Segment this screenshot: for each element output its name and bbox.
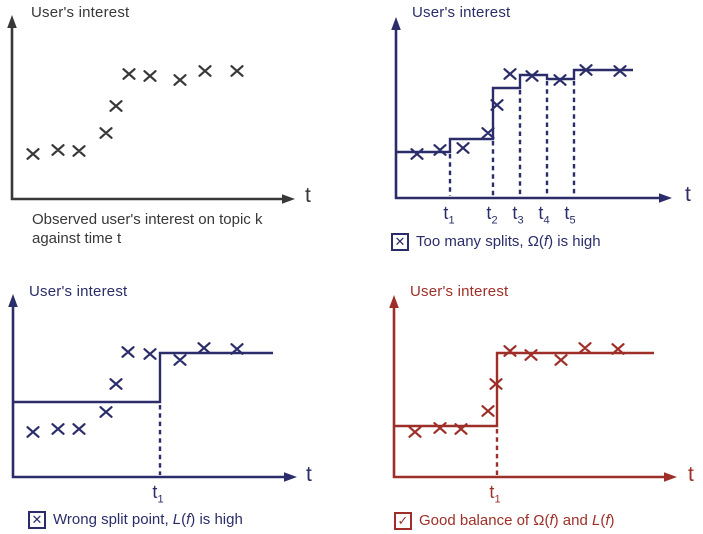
- panel-too-many-splits: User's interest t t1 t2 t3 t4 t5 ✕ Too many s…: [352, 0, 703, 267]
- caption-text: Good balance of Ω(f) and L(f): [419, 512, 615, 529]
- x-axis-label: t: [685, 183, 691, 206]
- x-tick-label: t1: [489, 482, 501, 506]
- x-tick-label: t4: [538, 203, 550, 227]
- x-axis-arrow: [664, 472, 677, 482]
- step-function-line: [396, 68, 633, 154]
- plot-good-balance: [389, 295, 677, 482]
- caption-text: Too many splits, Ω(f) is high: [416, 233, 601, 250]
- caption: ✕ Wrong split point, L(f) is high: [28, 510, 243, 529]
- y-axis-arrow: [7, 15, 17, 28]
- caption-text: Wrong split point, L(f) is high: [53, 511, 243, 528]
- x-tick-label: t1: [443, 203, 455, 227]
- plot-too-many-splits: [391, 17, 672, 203]
- caption: Observed user's interest on topic k again…: [32, 210, 262, 248]
- y-axis-arrow: [391, 17, 401, 30]
- caption: ✓ Good balance of Ω(f) and L(f): [394, 511, 615, 530]
- x-tick-label: t5: [564, 203, 576, 227]
- y-axis-label: User's interest: [412, 4, 511, 21]
- x-box-icon: ✕: [391, 233, 409, 251]
- data-point-x-marks: [408, 342, 625, 438]
- x-tick-label: t3: [512, 203, 524, 227]
- plot-observed: [7, 15, 295, 204]
- y-axis-arrow: [8, 294, 18, 307]
- step-function-line: [13, 351, 273, 404]
- panel-good-balance: User's interest t t1 ✓ Good balance of Ω(…: [352, 267, 703, 534]
- data-point-x-marks: [26, 342, 244, 438]
- x-box-icon: ✕: [28, 511, 46, 529]
- data-point-x-marks: [410, 64, 627, 160]
- x-tick-label: t2: [486, 203, 498, 227]
- x-axis-label: t: [688, 463, 694, 486]
- x-axis-arrow: [282, 194, 295, 204]
- panel-observed-interest: User's interest t Observed user's intere…: [0, 0, 352, 267]
- caption-text: Observed user's interest on topic k again…: [32, 211, 263, 247]
- y-axis-label: User's interest: [29, 283, 128, 300]
- x-tick-label: t1: [152, 482, 164, 506]
- y-axis-label: User's interest: [410, 283, 509, 300]
- plot-wrong-split-point: [8, 294, 297, 482]
- x-axis-label: t: [306, 463, 312, 486]
- caption: ✕ Too many splits, Ω(f) is high: [391, 232, 601, 251]
- x-axis-label: t: [305, 184, 311, 207]
- x-axis-arrow: [659, 193, 672, 203]
- data-point-x-marks: [26, 65, 244, 160]
- y-axis-label: User's interest: [31, 4, 130, 21]
- x-axis-arrow: [284, 472, 297, 482]
- step-function-line: [394, 351, 654, 428]
- panel-wrong-split-point: User's interest t t1 ✕ Wrong split point,…: [0, 267, 352, 534]
- y-axis-arrow: [389, 295, 399, 308]
- check-box-icon: ✓: [394, 512, 412, 530]
